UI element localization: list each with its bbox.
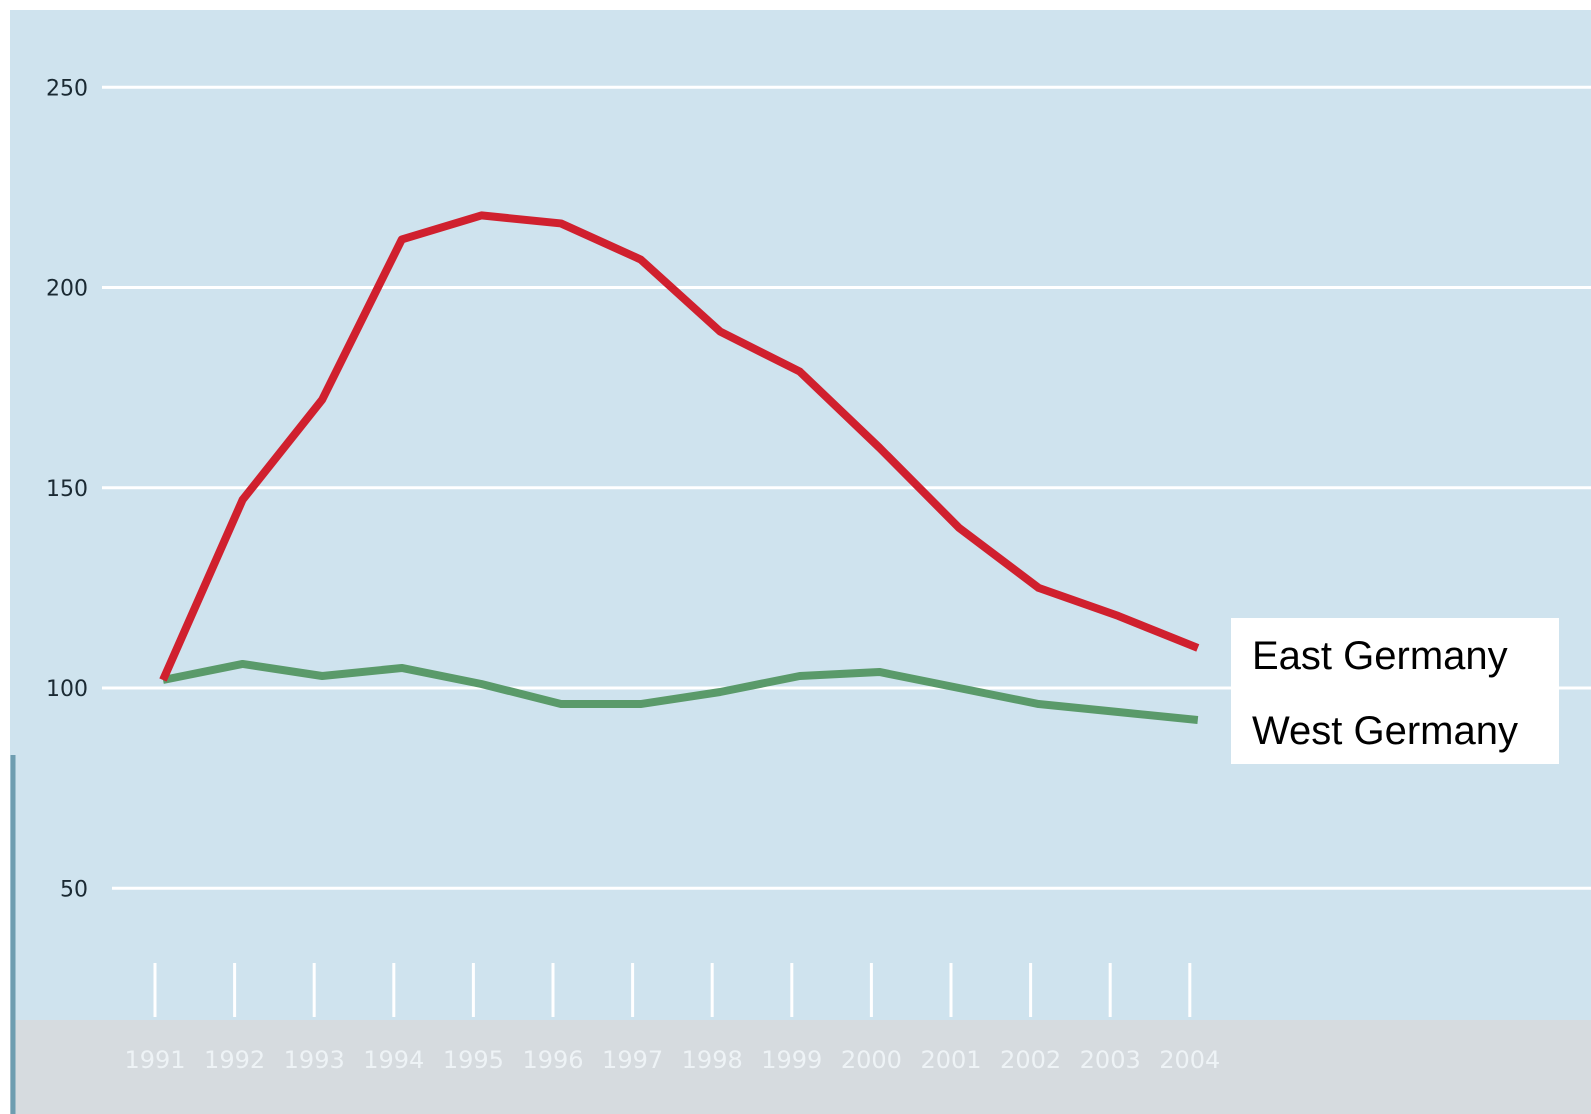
x-tick-label-1998: 1998 [682,1046,743,1074]
legend: East Germany West Germany [1231,618,1559,764]
x-axis-ticks: 1991 1992 1993 1994 1995 1996 1997 1998 1999 2000… [124,963,1220,1074]
y-tick-label-100: 100 [46,677,88,702]
x-tick-label-2003: 2003 [1080,1046,1141,1074]
x-tick-label-1992: 1992 [204,1046,265,1074]
legend-entry-west-germany: West Germany [1252,709,1518,753]
x-tick-label-2001: 2001 [920,1046,981,1074]
x-tick-label-1997: 1997 [602,1046,663,1074]
legend-entry-east-germany: East Germany [1252,634,1508,678]
series-line-east-germany [159,211,1200,682]
plot-background [10,10,1591,1114]
y-tick-label-150: 150 [46,477,88,502]
y-tick-label-50: 50 [60,877,88,902]
x-tick-label-1995: 1995 [443,1046,504,1074]
x-tick-label-2000: 2000 [841,1046,902,1074]
x-tick-label-1993: 1993 [284,1046,345,1074]
y-tick-label-200: 200 [46,277,88,302]
x-tick-label-2002: 2002 [1000,1046,1061,1074]
series-lines [159,211,1200,725]
x-tick-label-1999: 1999 [761,1046,822,1074]
x-tick-label-1991: 1991 [124,1046,185,1074]
series-line-west-germany [162,659,1199,725]
y-tick-label-250: 250 [46,76,88,101]
x-tick-label-1996: 1996 [522,1046,583,1074]
y-axis-tick-labels: 50 100 150 200 250 [46,76,88,902]
x-tick-label-1994: 1994 [363,1046,424,1074]
x-axis-band [10,1020,1591,1114]
x-tick-label-2004: 2004 [1159,1046,1220,1074]
